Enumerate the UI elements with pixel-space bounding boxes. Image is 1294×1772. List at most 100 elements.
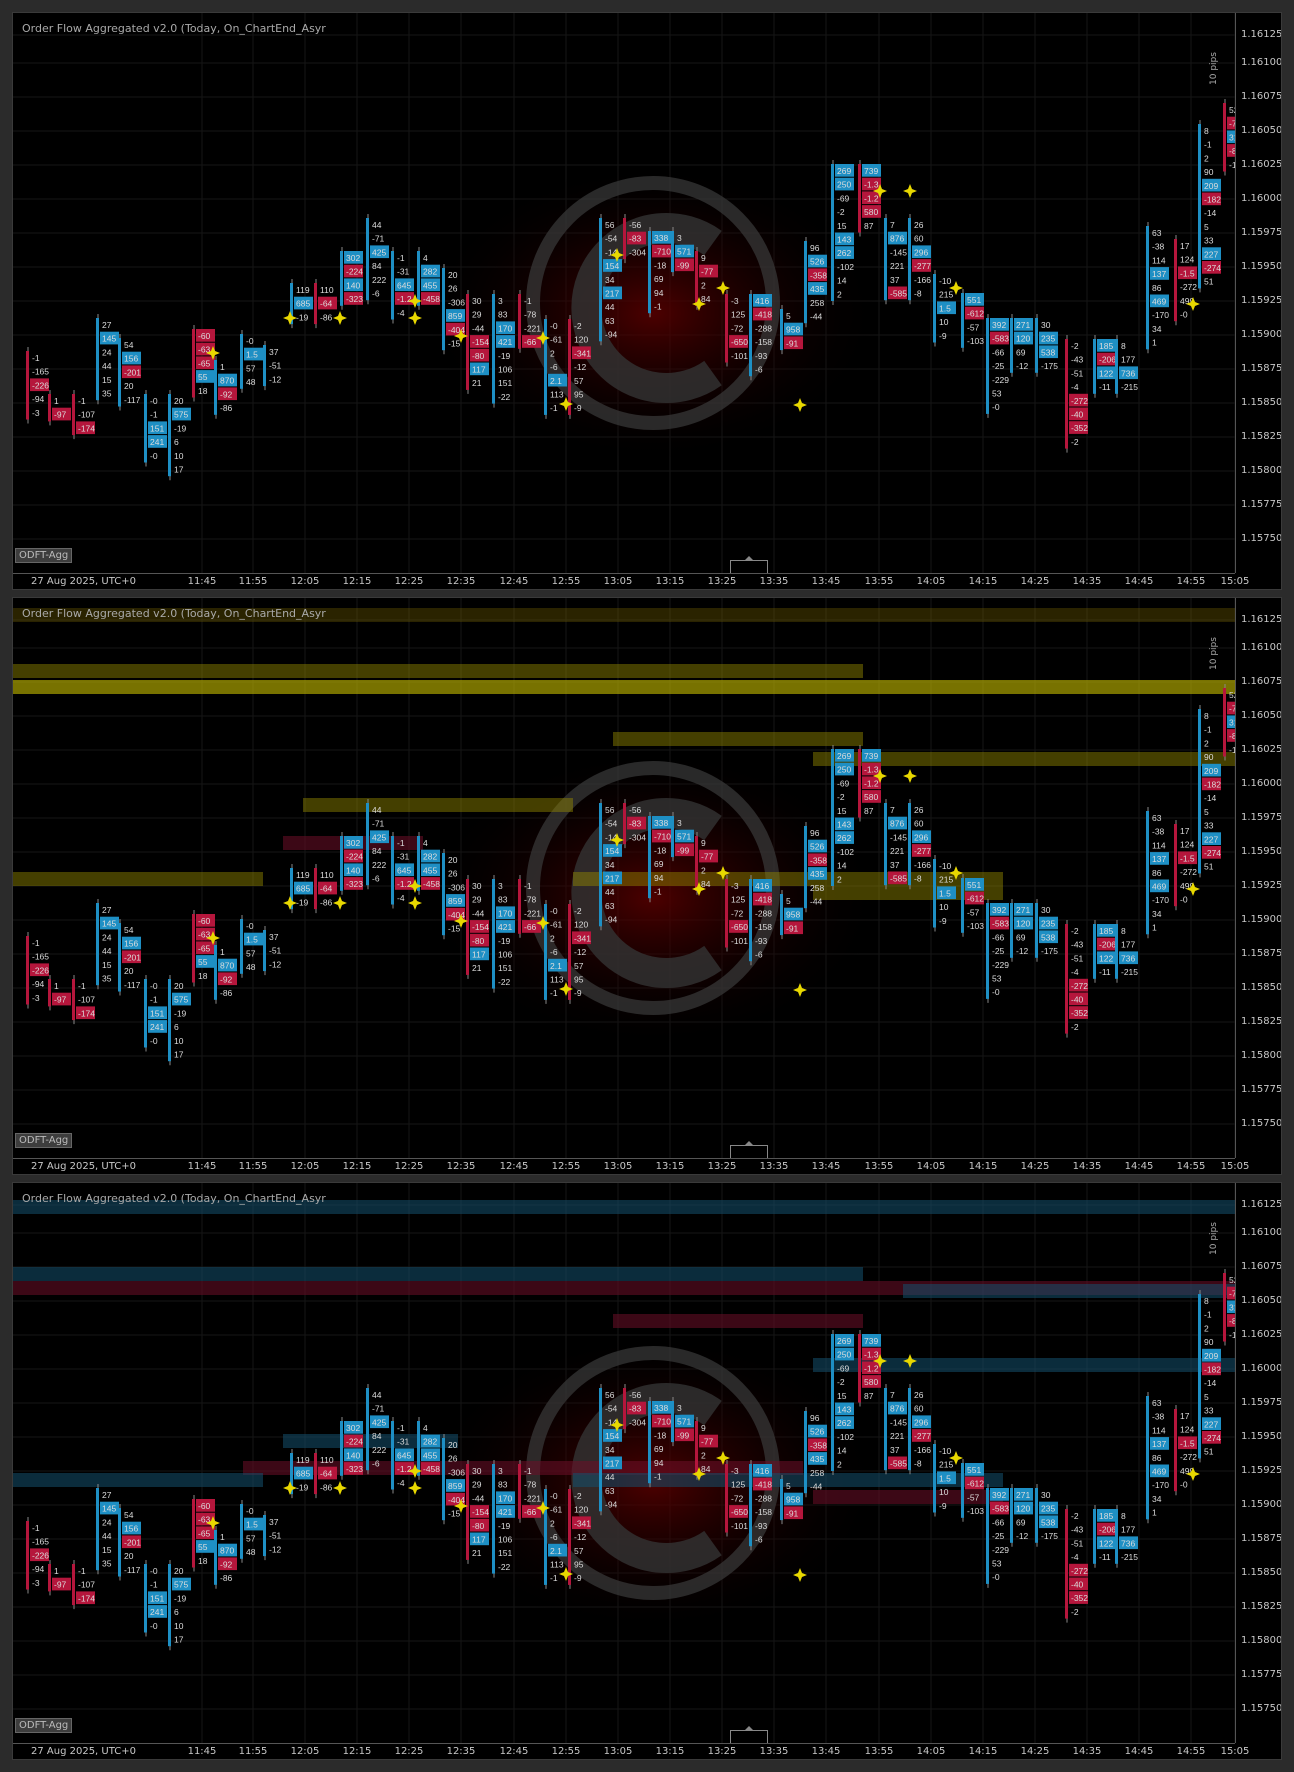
footprint-candle[interactable]: -1-107-174 <box>72 390 95 440</box>
footprint-candle[interactable]: 1-97 <box>48 390 71 426</box>
footprint-candle[interactable]: -56-83-304 <box>623 1384 646 1434</box>
footprint-candle[interactable]: 110-64-86 <box>314 864 337 914</box>
time-axis[interactable]: 27 Aug 2025, UTC+0 11:45 11:55 12:05 12:15 12… <box>13 1158 1249 1174</box>
footprint-chart[interactable]: -1-165-226-94-31-97-1-107-17427145244415… <box>13 13 1235 573</box>
scroll-handle-icon[interactable] <box>730 556 768 574</box>
footprint-candle[interactable]: -56-83-304 <box>623 799 646 849</box>
price-axis[interactable]: 1.16125 1.16100 1.16075 1.16050 1.16025 1.160… <box>1235 598 1281 1158</box>
chart-panel-2[interactable]: -1 -165 -226 -94 -3 1 -97 -1 -107 -174 27 145 24 44 15… <box>12 597 1282 1175</box>
footprint-candle[interactable]: -56-83-304 <box>623 214 646 264</box>
chart-panel-3[interactable]: -1 -165 -226 -94 -3 1 -97 -1 -107 -174 27 145 24 44 15… <box>12 1182 1282 1760</box>
footprint-candle[interactable]: 416-418-288-158-93-6 <box>749 1460 772 1551</box>
footprint-candle[interactable]: 524-714319-892-1 <box>1223 684 1235 761</box>
footprint-candle[interactable]: 551-612-57-103 <box>961 1459 984 1522</box>
footprint-candle[interactable]: -1-78-221-66 <box>518 1460 541 1523</box>
time-axis[interactable]: 27 Aug 2025, UTC+0 11:45 11:55 12:05 12:15 12… <box>13 1743 1249 1759</box>
footprint-candle[interactable]: -1-165-226-94-3 <box>26 1517 49 1594</box>
footprint-candle[interactable]: -2-43-51-4-272-40-352-2 <box>1065 1505 1088 1623</box>
scroll-handle-icon[interactable] <box>730 1141 768 1159</box>
footprint-candle[interactable]: -1-78-221-66 <box>518 875 541 938</box>
footprint-candle[interactable]: -2-43-51-4-272-40-352-2 <box>1065 920 1088 1038</box>
footprint-candle[interactable]: -1-107-174 <box>72 1560 95 1610</box>
price-axis[interactable]: 1.16125 1.16100 1.16075 1.16050 1.16025 1.160… <box>1235 13 1281 573</box>
scroll-handle-icon[interactable] <box>730 1726 768 1744</box>
indicator-badge[interactable]: ODFT-Agg <box>15 1718 73 1733</box>
footprint-chart[interactable]: -1-165-226-94-31-97-1-107-17427145244415… <box>13 1183 1235 1743</box>
chart-panel-1[interactable]: -1 -165 -226 -94 -3 1 -97 -1 -107 -174 27 145 24 44 15… <box>12 12 1282 590</box>
footprint-chart[interactable]: -1-165-226-94-31-97-1-107-17427145244415… <box>13 598 1235 1158</box>
indicator-badge[interactable]: ODFT-Agg <box>15 548 73 563</box>
price-axis[interactable]: 1.16125 1.16100 1.16075 1.16050 1.16025 1.160… <box>1235 1183 1281 1743</box>
footprint-candle[interactable]: -1-165-226-94-3 <box>26 932 49 1009</box>
footprint-candle[interactable]: 551-612-57-103 <box>961 874 984 937</box>
footprint-candle[interactable]: 1-97 <box>48 975 71 1011</box>
